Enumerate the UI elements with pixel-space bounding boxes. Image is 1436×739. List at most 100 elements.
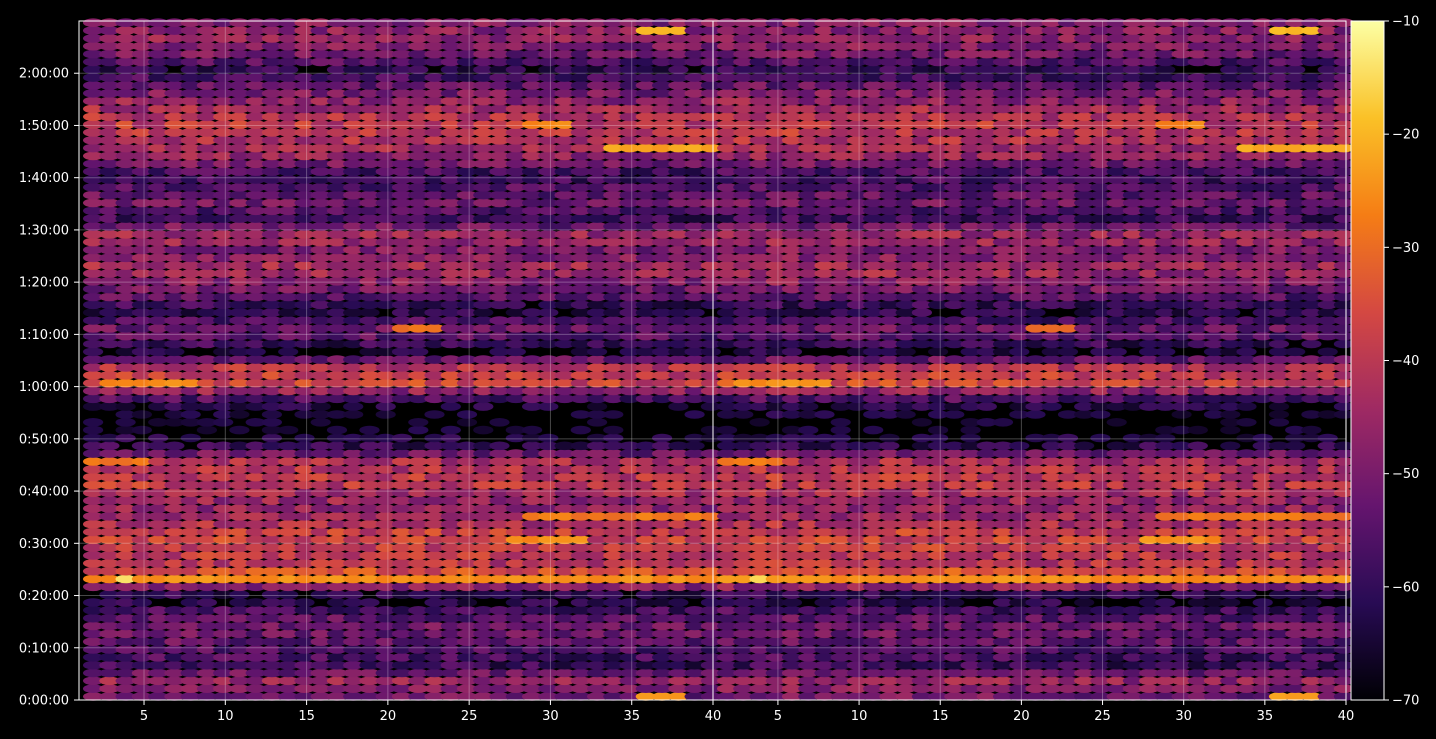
heat-cell [456,613,478,623]
heat-cell [115,598,136,607]
heat-cell [522,598,543,607]
heat-cell [278,629,299,639]
heat-cell [99,684,120,693]
heat-cell [619,535,640,545]
heat-cell [570,606,591,615]
heat-cell [408,637,429,646]
heat-cell [294,582,315,592]
heat-cell [473,621,494,631]
heat-cell [635,590,656,599]
heat-cell [343,410,364,419]
heat-cell [229,512,250,521]
heat-cell [245,504,266,513]
heat-cell [522,676,543,686]
heat-cell [668,574,689,584]
heat-cell [944,598,965,607]
heat-cell [261,621,282,631]
heat-cell [213,512,234,521]
heat-cell [538,645,559,654]
heat-cell [180,590,201,599]
heat-cell [326,637,348,646]
heat-cell [359,574,380,584]
heat-cell [115,418,136,427]
heat-cell [196,613,217,623]
heat-cell [131,543,152,552]
heat-cell [164,559,185,568]
heat-cell [456,566,478,576]
heat-cell [538,433,559,443]
heat-cell [375,684,396,693]
heat-cell [538,660,559,670]
heat-cell [131,684,152,693]
heat-cell [180,433,201,443]
heat-cell [180,527,201,537]
heat-cell [196,621,217,631]
heat-cell [570,519,591,529]
heat-cell [587,676,608,686]
heat-cell [196,637,217,646]
heat-cell [99,637,120,646]
heat-cell [343,504,364,513]
heat-cell [489,629,510,639]
heat-cell [473,629,494,639]
heat-cell [440,629,461,639]
heat-cell [538,692,559,701]
heat-cell [196,653,217,662]
heat-cell [473,613,494,623]
heat-cell [391,613,413,623]
heat-cell [391,621,413,631]
heat-cell [489,684,510,693]
heat-cell [359,606,380,615]
heat-cell [668,684,689,693]
heat-cell [278,425,299,435]
heat-cell [652,551,673,560]
heat-cell [213,645,234,654]
heat-cell [619,629,640,639]
heat-cell [668,65,689,74]
heat-cell [99,535,120,545]
heat-cell [538,308,559,317]
heat-cell [440,676,461,686]
heat-cell [522,590,543,599]
heat-cell [473,519,494,529]
heat-cell [375,590,396,599]
heat-cell [652,668,673,678]
heat-cell [505,606,526,615]
heat-cell [668,582,689,592]
heat-cell [440,527,461,537]
heat-cell [278,582,299,592]
heat-cell [570,535,591,545]
heat-cell [310,668,331,678]
heat-cell [473,684,494,693]
heat-cell [261,433,282,443]
heat-cell [635,598,656,607]
heat-cell [684,692,705,701]
heat-cell [456,527,478,537]
heat-cell [375,676,396,686]
heat-cell [375,668,396,678]
heat-cell [603,676,624,686]
heat-cell [115,653,136,662]
heat-cell [424,598,445,607]
heat-cell [781,347,803,357]
heat-cell [684,527,705,537]
heat-cell [684,574,705,584]
heat-cell [196,668,217,678]
heat-cell [668,590,689,599]
heat-cell [619,574,640,584]
heat-cell [115,504,136,513]
heat-cell [668,660,689,670]
heat-cell [538,676,559,686]
heat-cell [440,402,461,411]
heat-cell [587,512,608,521]
heat-cell [522,551,543,560]
heat-cell [131,535,152,545]
heat-cell [489,621,510,631]
heat-cell [440,598,461,607]
heat-cell [164,613,185,623]
heat-cell [278,543,299,552]
heat-cell [326,559,348,568]
heat-cell [603,668,624,678]
heat-cell [522,559,543,568]
heat-cell [99,543,120,552]
